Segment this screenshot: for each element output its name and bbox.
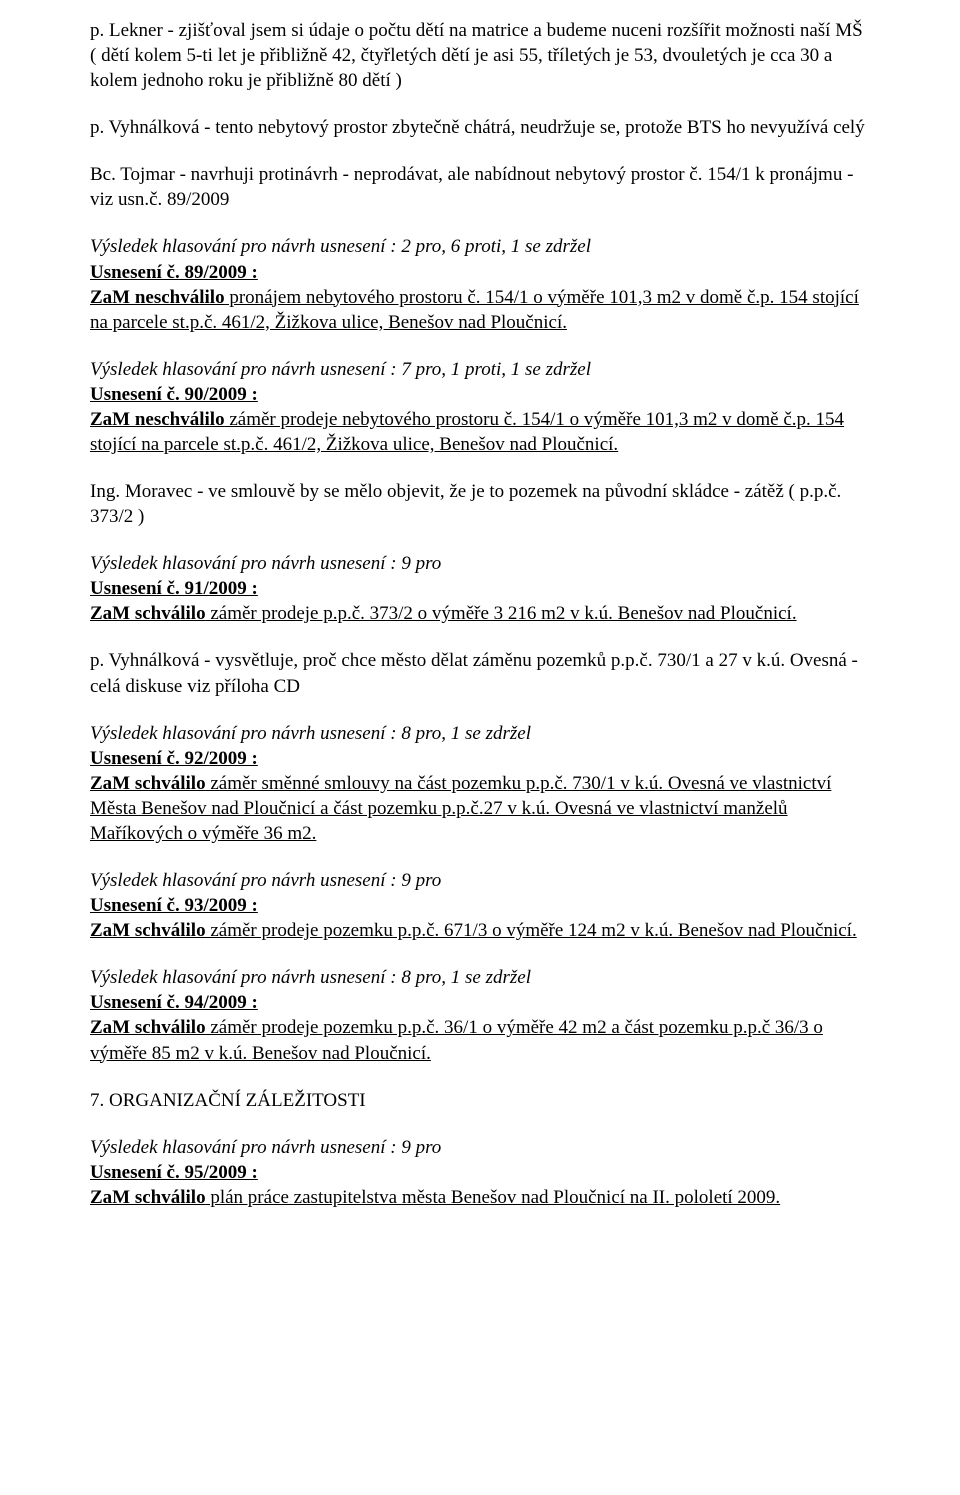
resolution-93: Výsledek hlasování pro návrh usnesení : … <box>90 868 870 943</box>
resolution-89: Výsledek hlasování pro návrh usnesení : … <box>90 234 870 334</box>
resolution-text: plán práce zastupitelstva města Benešov … <box>206 1187 781 1208</box>
resolution-heading: Usnesení č. 91/2009 : <box>90 576 870 601</box>
resolution-92: Výsledek hlasování pro návrh usnesení : … <box>90 721 870 846</box>
resolution-body: ZaM schválilo záměr prodeje pozemku p.p.… <box>90 1015 870 1065</box>
resolution-lead: ZaM schválilo <box>90 773 206 794</box>
resolution-body: ZaM neschválilo pronájem nebytového pros… <box>90 285 870 335</box>
vote-result: Výsledek hlasování pro návrh usnesení : … <box>90 965 870 990</box>
resolution-heading: Usnesení č. 94/2009 : <box>90 990 870 1015</box>
resolution-body: ZaM schválilo záměr prodeje p.p.č. 373/2… <box>90 601 870 626</box>
resolution-lead: ZaM neschválilo <box>90 409 225 430</box>
paragraph-moravec: Ing. Moravec - ve smlouvě by se mělo obj… <box>90 479 870 529</box>
paragraph-vyhnalkova-1: p. Vyhnálková - tento nebytový prostor z… <box>90 115 870 140</box>
resolution-lead: ZaM neschválilo <box>90 287 225 308</box>
resolution-body: ZaM schválilo záměr směnné smlouvy na čá… <box>90 771 870 846</box>
resolution-heading: Usnesení č. 95/2009 : <box>90 1160 870 1185</box>
resolution-90: Výsledek hlasování pro návrh usnesení : … <box>90 357 870 457</box>
paragraph-tojmar: Bc. Tojmar - navrhuji protinávrh - nepro… <box>90 162 870 212</box>
vote-result: Výsledek hlasování pro návrh usnesení : … <box>90 234 870 259</box>
resolution-lead: ZaM schválilo <box>90 1187 206 1208</box>
resolution-95: Výsledek hlasování pro návrh usnesení : … <box>90 1135 870 1210</box>
paragraph-vyhnalkova-2: p. Vyhnálková - vysvětluje, proč chce mě… <box>90 648 870 698</box>
vote-result: Výsledek hlasování pro návrh usnesení : … <box>90 721 870 746</box>
resolution-body: ZaM schválilo záměr prodeje pozemku p.p.… <box>90 918 870 943</box>
resolution-body: ZaM neschválilo záměr prodeje nebytového… <box>90 407 870 457</box>
vote-result: Výsledek hlasování pro návrh usnesení : … <box>90 551 870 576</box>
resolution-lead: ZaM schválilo <box>90 603 206 624</box>
resolution-lead: ZaM schválilo <box>90 920 206 941</box>
resolution-lead: ZaM schválilo <box>90 1017 206 1038</box>
section-heading-7: 7. ORGANIZAČNÍ ZÁLEŽITOSTI <box>90 1088 870 1113</box>
paragraph-lekner: p. Lekner - zjišťoval jsem si údaje o po… <box>90 18 870 93</box>
vote-result: Výsledek hlasování pro návrh usnesení : … <box>90 868 870 893</box>
resolution-heading: Usnesení č. 89/2009 : <box>90 260 870 285</box>
vote-result: Výsledek hlasování pro návrh usnesení : … <box>90 1135 870 1160</box>
resolution-94: Výsledek hlasování pro návrh usnesení : … <box>90 965 870 1065</box>
resolution-91: Výsledek hlasování pro návrh usnesení : … <box>90 551 870 626</box>
resolution-heading: Usnesení č. 90/2009 : <box>90 382 870 407</box>
resolution-text: záměr prodeje pozemku p.p.č. 671/3 o vým… <box>206 920 857 941</box>
vote-result: Výsledek hlasování pro návrh usnesení : … <box>90 357 870 382</box>
resolution-body: ZaM schválilo plán práce zastupitelstva … <box>90 1185 870 1210</box>
resolution-heading: Usnesení č. 93/2009 : <box>90 893 870 918</box>
resolution-text: záměr prodeje p.p.č. 373/2 o výměře 3 21… <box>206 603 797 624</box>
resolution-heading: Usnesení č. 92/2009 : <box>90 746 870 771</box>
